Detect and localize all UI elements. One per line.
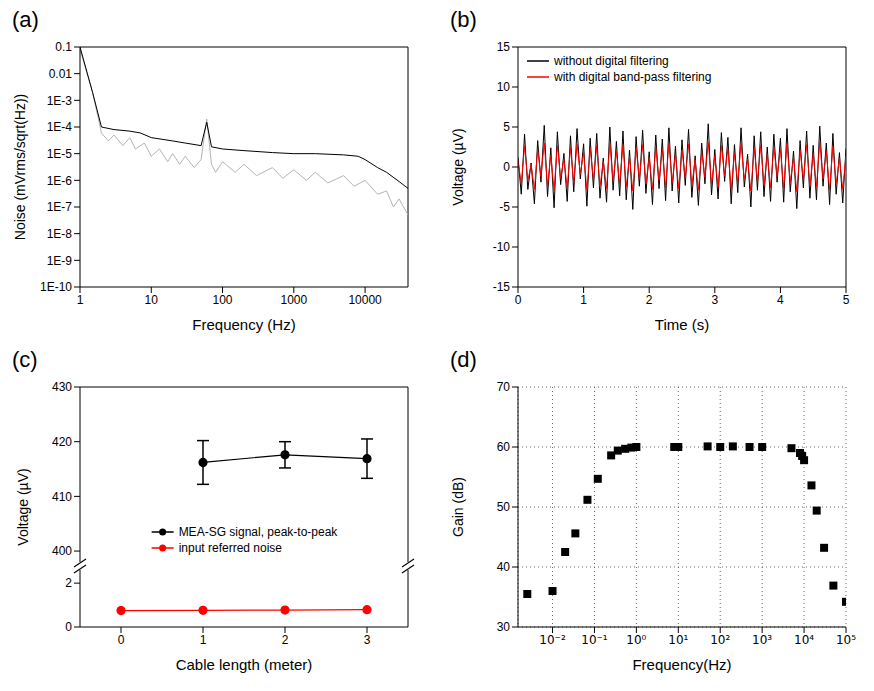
svg-text:0: 0 — [65, 620, 72, 634]
svg-text:1E-6: 1E-6 — [47, 174, 73, 188]
svg-text:2: 2 — [646, 293, 653, 307]
svg-text:15: 15 — [497, 40, 511, 54]
svg-text:5: 5 — [503, 120, 510, 134]
svg-text:40: 40 — [497, 560, 511, 574]
svg-text:1E-9: 1E-9 — [47, 254, 73, 268]
svg-text:-5: -5 — [499, 200, 510, 214]
svg-text:400: 400 — [52, 544, 72, 558]
svg-text:Gain (dB): Gain (dB) — [450, 477, 466, 537]
html-text:without digital filtering: without digital filtering — [554, 54, 669, 68]
svg-text:10⁴: 10⁴ — [794, 633, 814, 647]
html-text:(c): (c) — [12, 347, 38, 372]
svg-text:0: 0 — [503, 160, 510, 174]
svg-text:10: 10 — [497, 80, 511, 94]
svg-text:2: 2 — [282, 633, 289, 647]
svg-text:0: 0 — [118, 633, 125, 647]
svg-text:-15: -15 — [493, 280, 511, 294]
svg-text:1: 1 — [580, 293, 587, 307]
svg-text:1000: 1000 — [280, 293, 307, 307]
svg-text:Noise (mVrms/sqrt(Hz)): Noise (mVrms/sqrt(Hz)) — [12, 94, 28, 240]
svg-text:1E-4: 1E-4 — [47, 120, 73, 134]
svg-text:0: 0 — [515, 293, 522, 307]
svg-text:1E-10: 1E-10 — [40, 280, 72, 294]
svg-text:10⁻¹: 10⁻¹ — [581, 633, 608, 647]
html-text:input referred noise: input referred noise — [178, 541, 282, 555]
html-text:(d): (d) — [450, 347, 477, 372]
svg-text:2: 2 — [65, 576, 72, 590]
svg-text:410: 410 — [52, 490, 72, 504]
svg-text:3: 3 — [364, 633, 371, 647]
svg-text:Time (s): Time (s) — [655, 316, 709, 333]
svg-text:0.01: 0.01 — [49, 67, 73, 81]
svg-text:Cable length (meter): Cable length (meter) — [176, 656, 313, 673]
svg-text:3: 3 — [711, 293, 718, 307]
html-text:(a): (a) — [12, 7, 39, 32]
svg-text:100: 100 — [213, 293, 233, 307]
html-text:MEA-SG signal, peak-to-peak: MEA-SG signal, peak-to-peak — [178, 525, 338, 539]
svg-text:1: 1 — [200, 633, 207, 647]
svg-text:420: 420 — [52, 435, 72, 449]
svg-text:5: 5 — [843, 293, 850, 307]
svg-text:Voltage (µV): Voltage (µV) — [450, 128, 466, 205]
svg-text:60: 60 — [497, 440, 511, 454]
svg-text:0.1: 0.1 — [55, 40, 72, 54]
svg-text:1E-5: 1E-5 — [47, 147, 73, 161]
svg-text:1: 1 — [77, 293, 84, 307]
svg-text:10¹: 10¹ — [668, 633, 688, 647]
svg-text:Voltage (µV): Voltage (µV) — [15, 468, 31, 545]
html-text:with digital band-pass filteri: with digital band-pass filtering — [554, 70, 712, 84]
svg-text:10³: 10³ — [752, 633, 772, 647]
svg-text:10⁻²: 10⁻² — [539, 633, 566, 647]
svg-text:50: 50 — [497, 500, 511, 514]
svg-text:1E-3: 1E-3 — [47, 94, 73, 108]
svg-text:10²: 10² — [710, 633, 730, 647]
svg-text:10000: 10000 — [348, 293, 382, 307]
svg-text:Frequency(Hz): Frequency(Hz) — [632, 656, 731, 673]
svg-text:30: 30 — [497, 620, 511, 634]
svg-text:-10: -10 — [493, 240, 511, 254]
svg-text:430: 430 — [52, 380, 72, 394]
svg-text:10: 10 — [145, 293, 159, 307]
svg-text:4: 4 — [777, 293, 784, 307]
svg-text:70: 70 — [497, 380, 511, 394]
svg-text:10⁵: 10⁵ — [836, 633, 856, 647]
svg-text:1E-8: 1E-8 — [47, 227, 73, 241]
svg-text:1E-7: 1E-7 — [47, 200, 73, 214]
svg-text:Frequency (Hz): Frequency (Hz) — [192, 316, 295, 333]
html-text:(b): (b) — [450, 7, 477, 32]
svg-text:10⁰: 10⁰ — [626, 633, 646, 647]
